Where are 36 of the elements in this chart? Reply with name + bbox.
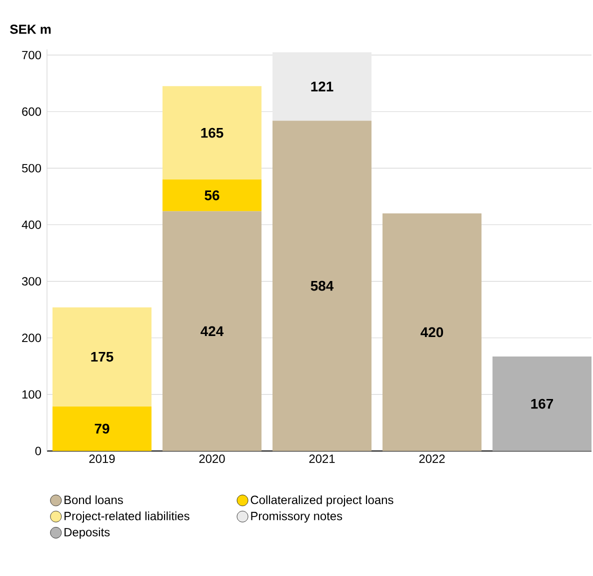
bar xyxy=(52,307,152,406)
data-label: 79 xyxy=(94,424,110,434)
y-axis-title: SEK m xyxy=(10,24,51,34)
data-label: 56 xyxy=(204,190,220,200)
bar xyxy=(272,120,372,451)
bar xyxy=(162,179,262,212)
y-tick-label: 500 xyxy=(22,164,42,172)
bar xyxy=(272,52,372,121)
data-label: 420 xyxy=(420,327,444,338)
y-tick-label: 300 xyxy=(22,277,42,286)
y-tick-label: 700 xyxy=(22,50,42,60)
y-tick-label: 400 xyxy=(22,220,42,229)
legend-label: Project-related liabilities xyxy=(64,511,190,523)
legend-label: Bond loans xyxy=(64,495,123,504)
y-tick-label: 100 xyxy=(22,390,42,399)
y-tick-label: 200 xyxy=(22,334,42,342)
legend-label: Promissory notes xyxy=(251,511,342,523)
data-label: 167 xyxy=(531,398,554,409)
data-label: 584 xyxy=(310,280,334,291)
x-tick-label: 2020 xyxy=(199,454,225,463)
bar xyxy=(492,356,592,451)
x-tick-label: 2022 xyxy=(419,454,445,463)
legend-label: Collateralized project loans xyxy=(250,495,394,506)
bar xyxy=(382,213,482,451)
y-tick-label: 600 xyxy=(22,107,42,116)
bar xyxy=(162,86,262,180)
data-label: 121 xyxy=(311,82,334,92)
x-tick-label: 2021 xyxy=(309,454,335,463)
bar xyxy=(52,406,152,451)
data-label: 175 xyxy=(91,352,114,362)
data-label: 165 xyxy=(201,128,224,138)
bar xyxy=(162,211,262,451)
data-label: 424 xyxy=(200,326,224,336)
legend-label: Deposits xyxy=(64,528,110,539)
y-tick-label: 0 xyxy=(35,446,42,456)
x-tick-label: 2019 xyxy=(89,454,115,463)
